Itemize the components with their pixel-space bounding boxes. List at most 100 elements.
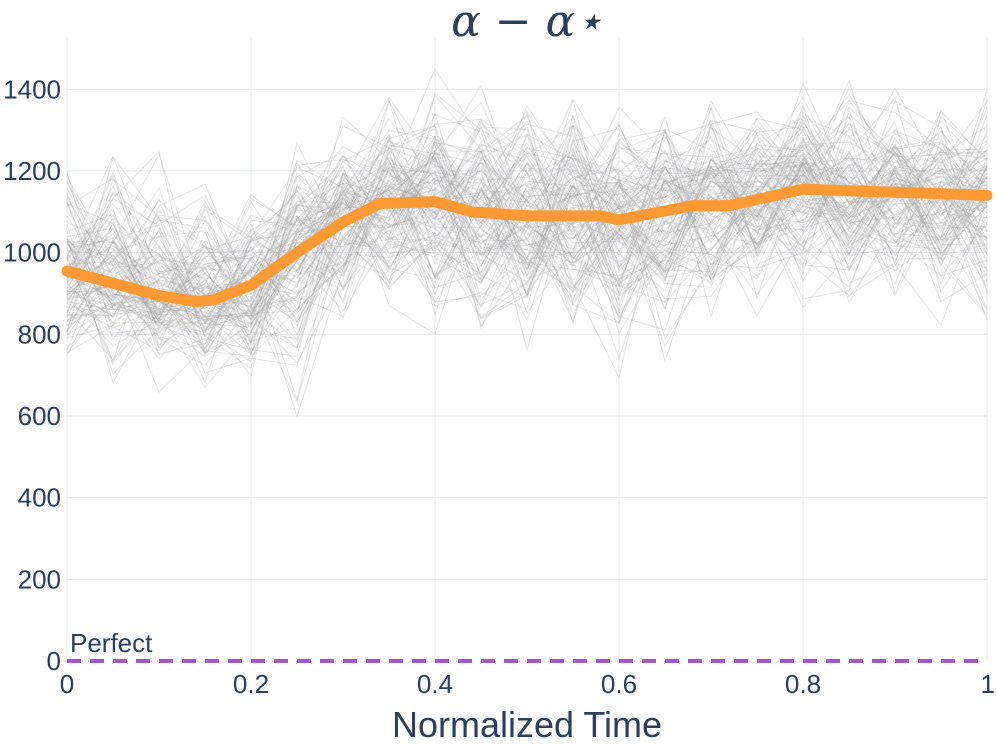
- individual-trace: [66, 101, 988, 327]
- individual-trace: [66, 117, 988, 354]
- x-tick-label: 1: [981, 669, 995, 699]
- individual-trace: [66, 125, 988, 323]
- y-tick-label: 600: [18, 401, 61, 431]
- individual-trace: [66, 116, 988, 327]
- individual-trace: [66, 115, 988, 306]
- individual-trace: [66, 98, 988, 328]
- individual-trace: [66, 159, 988, 335]
- individual-trace: [66, 121, 988, 330]
- individual-trace: [66, 122, 988, 389]
- x-tick-label: 0.2: [233, 669, 269, 699]
- individual-trace: [66, 82, 988, 346]
- perfect-label: Perfect: [70, 628, 153, 658]
- chart-title: α − α⋆: [451, 0, 603, 47]
- individual-trace: [66, 148, 988, 288]
- individual-traces: [66, 68, 988, 419]
- individual-trace: [66, 163, 988, 357]
- individual-trace: [66, 100, 988, 338]
- individual-trace: [66, 156, 988, 366]
- individual-trace: [66, 125, 988, 355]
- individual-trace: [66, 123, 988, 323]
- individual-trace: [66, 126, 988, 384]
- grid: [66, 38, 988, 661]
- x-tick-label: 0: [60, 669, 74, 699]
- individual-trace: [66, 180, 988, 305]
- individual-trace: [66, 138, 988, 337]
- individual-trace: [66, 79, 988, 330]
- individual-trace: [66, 115, 988, 334]
- individual-trace: [66, 151, 988, 358]
- individual-trace: [66, 96, 988, 333]
- individual-trace: [66, 99, 988, 360]
- individual-trace: [66, 97, 988, 384]
- individual-trace: [66, 161, 988, 356]
- individual-trace: [66, 112, 988, 347]
- individual-trace: [66, 68, 988, 349]
- individual-trace: [66, 111, 988, 378]
- individual-trace: [66, 125, 988, 363]
- individual-trace: [66, 123, 988, 333]
- individual-trace: [66, 128, 988, 330]
- individual-trace: [66, 151, 988, 339]
- individual-trace: [66, 107, 988, 311]
- individual-trace: [66, 120, 988, 328]
- individual-trace: [66, 124, 988, 394]
- individual-trace: [66, 100, 988, 316]
- y-tick-label: 1000: [3, 238, 61, 268]
- individual-trace: [66, 104, 988, 354]
- individual-trace: [66, 145, 988, 332]
- individual-trace: [66, 126, 988, 338]
- individual-trace: [66, 164, 988, 321]
- individual-trace: [66, 116, 988, 342]
- individual-trace: [66, 135, 988, 364]
- individual-trace: [66, 113, 988, 370]
- individual-trace: [66, 105, 988, 332]
- individual-trace: [66, 137, 988, 330]
- individual-trace: [66, 93, 988, 331]
- individual-trace: [66, 122, 988, 297]
- individual-trace: [66, 136, 988, 338]
- individual-trace: [66, 119, 988, 402]
- x-axis-label: Normalized Time: [392, 704, 662, 745]
- individual-trace: [66, 108, 988, 364]
- individual-trace: [66, 89, 988, 354]
- individual-trace: [66, 117, 988, 325]
- mean-series-line: [61, 183, 993, 308]
- x-tick-label: 0.4: [417, 669, 453, 699]
- x-axis-ticks: 0 0.2 0.4 0.6 0.8 1: [60, 669, 995, 699]
- y-tick-label: 0: [47, 646, 61, 676]
- individual-trace: [66, 133, 988, 353]
- y-tick-label: 200: [18, 564, 61, 594]
- individual-trace: [66, 130, 988, 294]
- y-axis-ticks: 0 200 400 600 800 1000 1200 1400: [3, 74, 61, 676]
- individual-trace: [66, 151, 988, 356]
- individual-trace: [66, 119, 988, 304]
- individual-trace: [66, 164, 988, 303]
- individual-trace: [66, 114, 988, 357]
- individual-trace: [66, 128, 988, 346]
- individual-trace: [66, 145, 988, 419]
- individual-trace: [66, 129, 988, 375]
- individual-trace: [66, 127, 988, 331]
- individual-trace: [66, 132, 988, 317]
- individual-trace: [66, 131, 988, 349]
- individual-trace: [66, 149, 988, 363]
- individual-trace: [66, 96, 988, 355]
- individual-trace: [66, 87, 988, 349]
- y-tick-label: 400: [18, 483, 61, 513]
- individual-trace: [66, 117, 988, 328]
- individual-trace: [66, 99, 988, 403]
- individual-trace: [66, 84, 988, 349]
- y-tick-label: 800: [18, 319, 61, 349]
- individual-trace: [66, 138, 988, 334]
- x-tick-label: 0.8: [785, 669, 821, 699]
- individual-trace: [66, 169, 988, 363]
- x-tick-label: 0.6: [601, 669, 637, 699]
- individual-trace: [66, 117, 988, 343]
- individual-trace: [66, 134, 988, 354]
- individual-trace: [66, 141, 988, 305]
- individual-trace: [66, 97, 988, 340]
- y-tick-label: 1400: [3, 74, 61, 104]
- individual-trace: [66, 132, 988, 326]
- individual-trace: [66, 120, 988, 361]
